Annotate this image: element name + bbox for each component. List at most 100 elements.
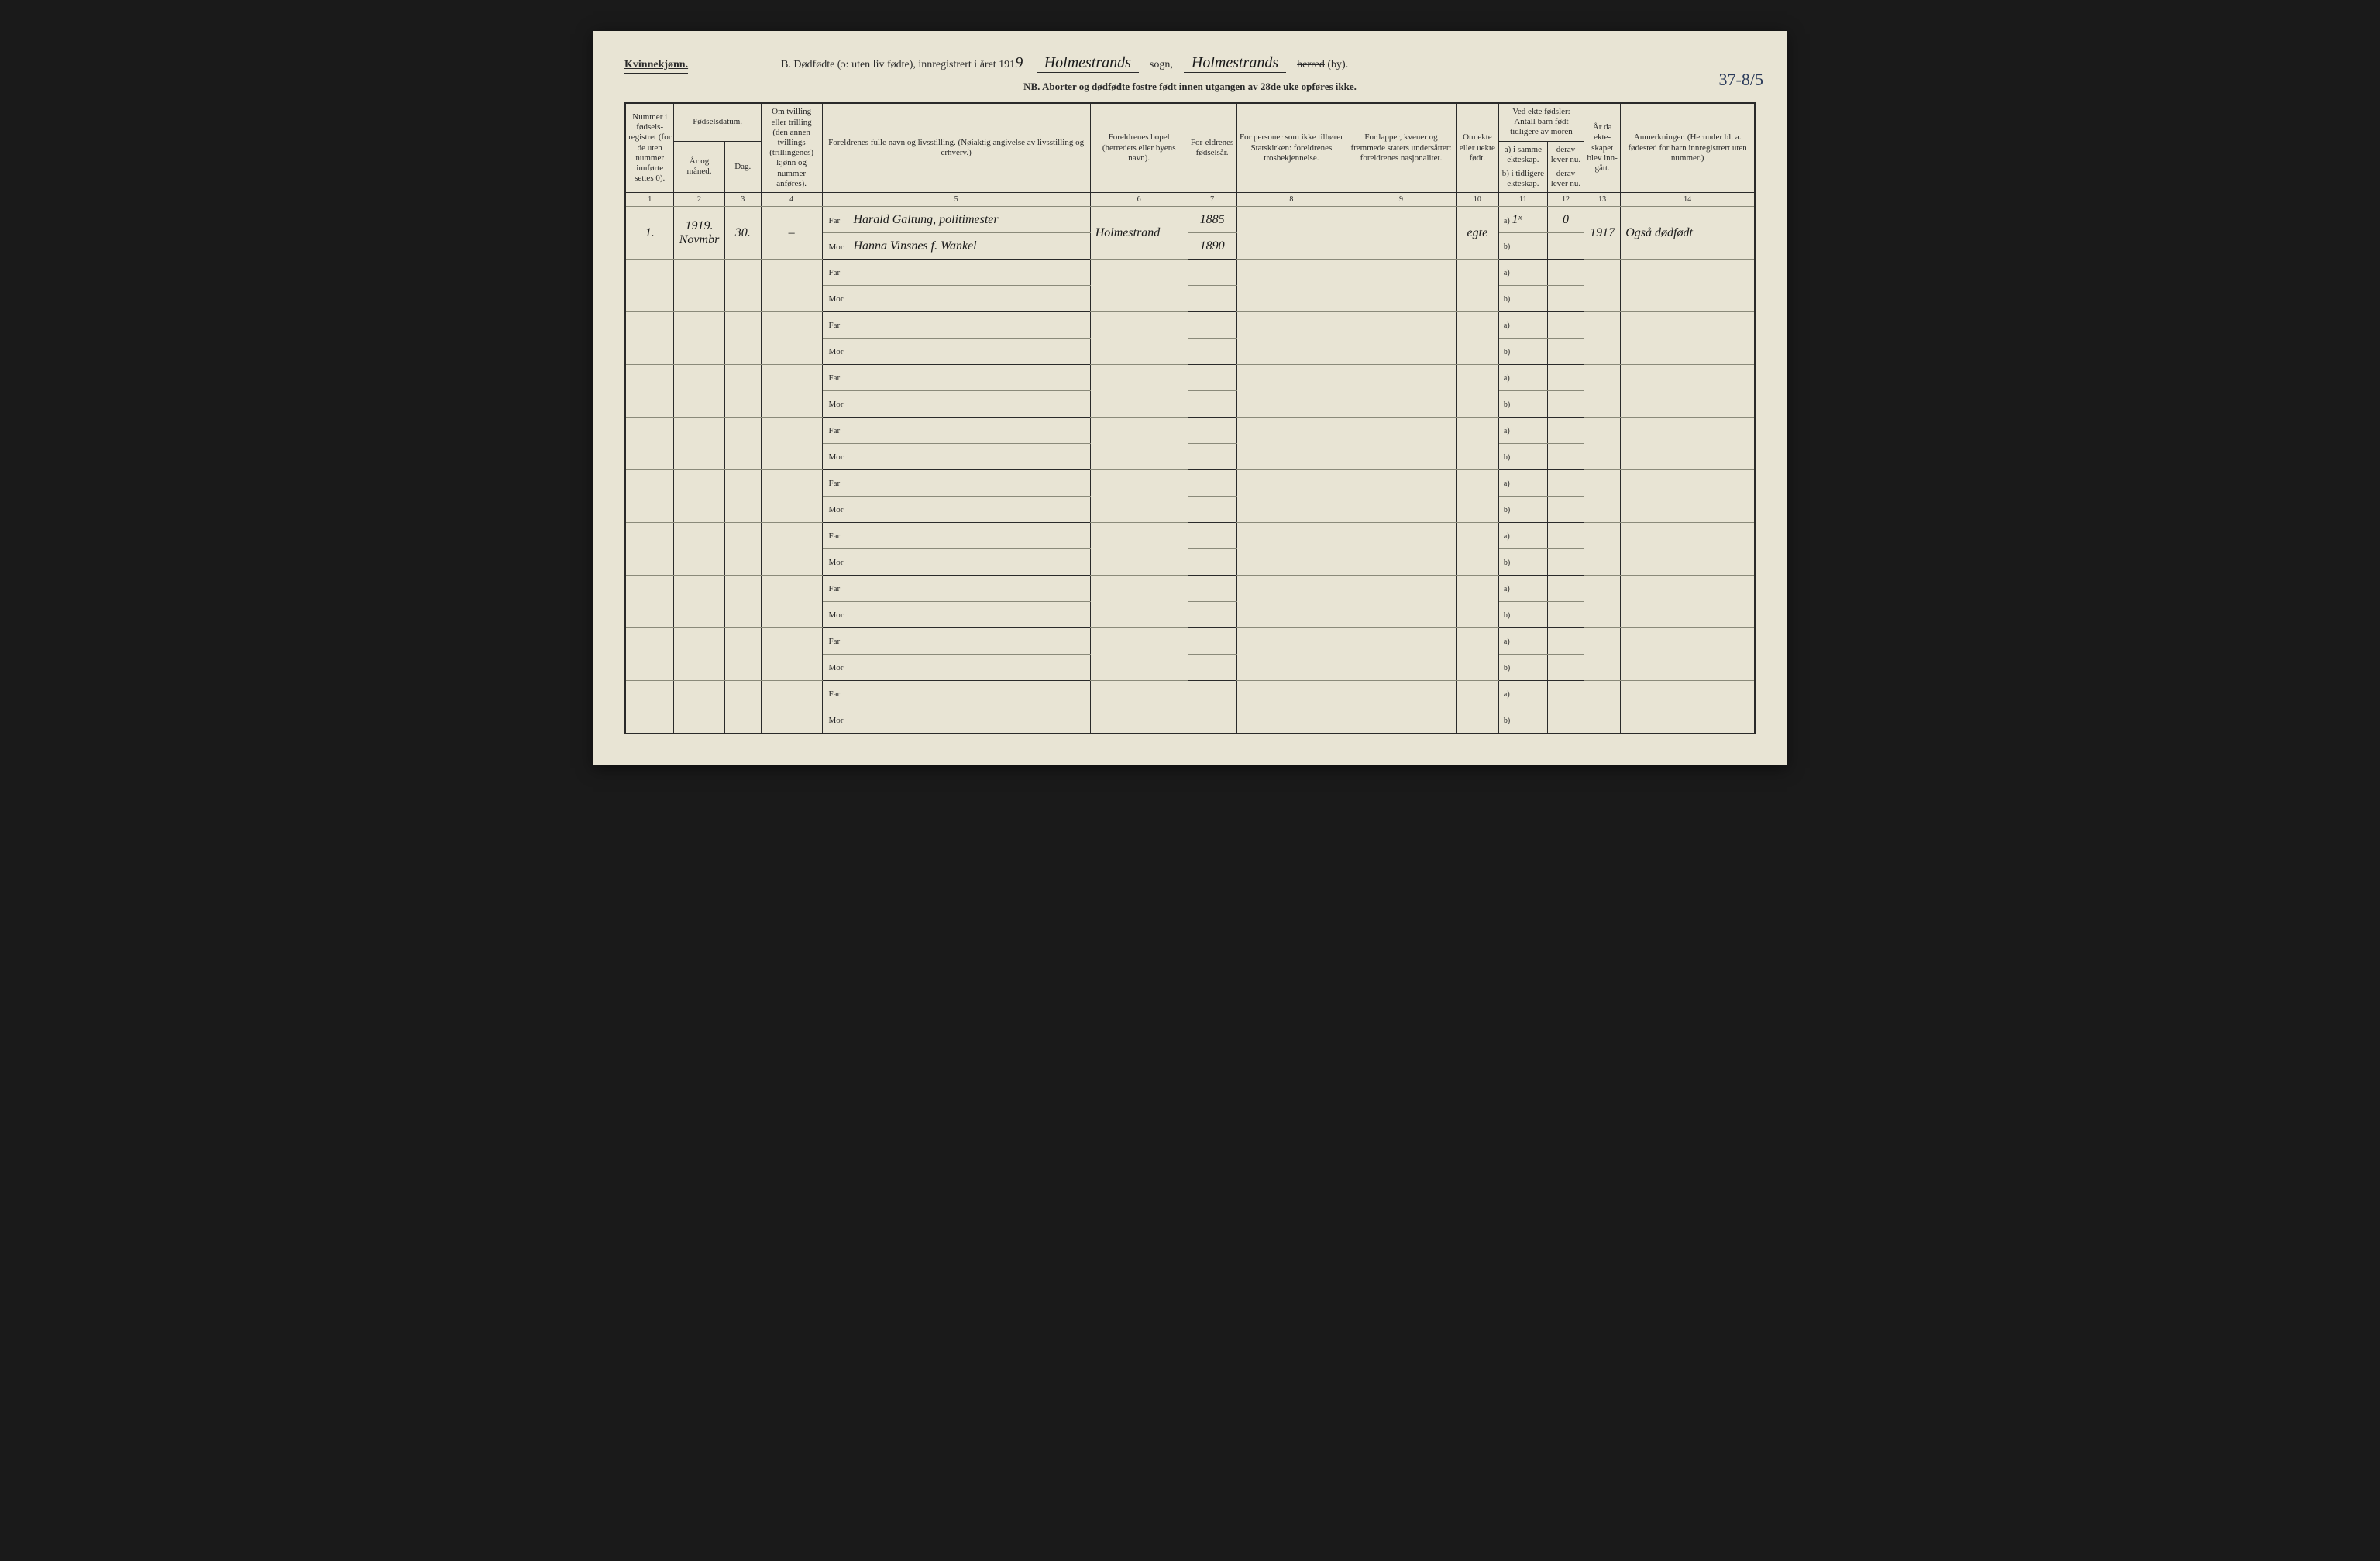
table-row: Fara) [625,523,1755,549]
far-label: Far [829,689,854,699]
cell-father-name: Far [822,628,1090,655]
far-label: Far [829,426,854,435]
far-label: Far [829,479,854,488]
cell-twin [761,260,822,312]
cell-12a [1547,523,1584,549]
cell-day [724,260,761,312]
cell-remarks [1621,260,1755,312]
cell-mother-name: Mor [822,655,1090,681]
cell-num [625,576,674,628]
table-row: Far a) [625,470,1755,497]
cell-12a: 0 [1547,207,1584,233]
col-12b-text: derav lever nu. [1550,167,1581,189]
cell-remarks [1621,681,1755,734]
cell-num [625,260,674,312]
cell-remarks [1621,628,1755,681]
cell-legitimate [1456,312,1498,365]
col-12ab-header: derav lever nu. derav lever nu. [1547,141,1584,193]
cell-nationality [1346,312,1457,365]
cell-father-birth [1188,470,1236,497]
cell-father-birth: 1885 [1188,207,1236,233]
header-row: Kvinnekjønn. B. Dødfødte (ɔ: uten liv fø… [624,54,1756,74]
cell-nationality [1346,681,1457,734]
cell-legitimate [1456,470,1498,523]
cell-11b: b) [1498,655,1547,681]
cell-nationality [1346,470,1457,523]
ab-a-label: a) [1504,585,1510,593]
cell-day [724,681,761,734]
cell-twin [761,523,822,576]
cell-year-month [674,470,724,523]
cell-11a: a) [1498,470,1547,497]
mor-label: Mor [829,242,854,252]
cell-day [724,365,761,418]
mor-label: Mor [829,400,854,409]
cell-legitimate [1456,681,1498,734]
cell-nationality [1346,628,1457,681]
table-row: Fara) [625,418,1755,444]
sub-note: NB. Aborter og dødfødte fostre født inne… [624,81,1756,93]
col-10-header: Om ekte eller uekte født. [1456,103,1498,193]
colnum: 8 [1236,193,1346,207]
cell-11b: b) [1498,339,1547,365]
ab-a-label: a) [1504,480,1510,488]
cell-marriage-year [1584,628,1621,681]
cell-twin [761,576,822,628]
cell-day [724,523,761,576]
cell-remarks [1621,418,1755,470]
col-11a-text: a) i samme ekteskap. [1501,145,1545,165]
far-label: Far [829,268,854,277]
cell-12b [1547,655,1584,681]
cell-12a [1547,681,1584,707]
mor-label: Mor [829,505,854,514]
ab-a-label: a) [1504,321,1510,330]
cell-year-month [674,576,724,628]
cell-remarks [1621,576,1755,628]
cell-nationality [1346,207,1457,260]
cell-residence [1090,523,1188,576]
cell-11b: b) [1498,286,1547,312]
cell-residence: Holmestrand [1090,207,1188,260]
cell-num [625,418,674,470]
cell-father-birth [1188,365,1236,391]
cell-marriage-year [1584,418,1621,470]
cell-nationality [1346,260,1457,312]
cell-religion [1236,207,1346,260]
cell-remarks: Også dødfødt [1621,207,1755,260]
page-number: 37-8/5 [1719,70,1763,90]
far-label: Far [829,321,854,330]
cell-nationality [1346,365,1457,418]
cell-11b: b) [1498,233,1547,260]
colnum: 10 [1456,193,1498,207]
cell-father-name: Far [822,523,1090,549]
cell-mother-name: Mor [822,286,1090,312]
cell-12a [1547,418,1584,444]
cell-religion [1236,470,1346,523]
cell-11a: a) [1498,365,1547,391]
cell-marriage-year [1584,312,1621,365]
cell-day [724,470,761,523]
col-2b-header: Dag. [724,141,761,193]
cell-residence [1090,576,1188,628]
cell-twin [761,365,822,418]
cell-legitimate [1456,418,1498,470]
cell-legitimate [1456,523,1498,576]
cell-mother-name: MorHanna Vinsnes f. Wankel [822,233,1090,260]
cell-12b [1547,497,1584,523]
cell-father-name: Far [822,470,1090,497]
cell-mother-birth [1188,286,1236,312]
cell-twin [761,312,822,365]
col-14-header: Anmerkninger. (Herunder bl. a. fødested … [1621,103,1755,193]
ab-b-label: b) [1504,559,1510,567]
cell-11a: a) [1498,628,1547,655]
cell-11b: b) [1498,602,1547,628]
cell-mother-birth [1188,549,1236,576]
cell-twin [761,470,822,523]
cell-11a: a) 1ˣ [1498,207,1547,233]
ab-b-label: b) [1504,717,1510,725]
table-row: Fara) [625,365,1755,391]
col-11ab-header: a) i samme ekteskap. b) i tidligere ekte… [1498,141,1547,193]
ab-a-label: a) [1504,374,1510,383]
ab-b-label: b) [1504,664,1510,672]
mor-label: Mor [829,347,854,356]
